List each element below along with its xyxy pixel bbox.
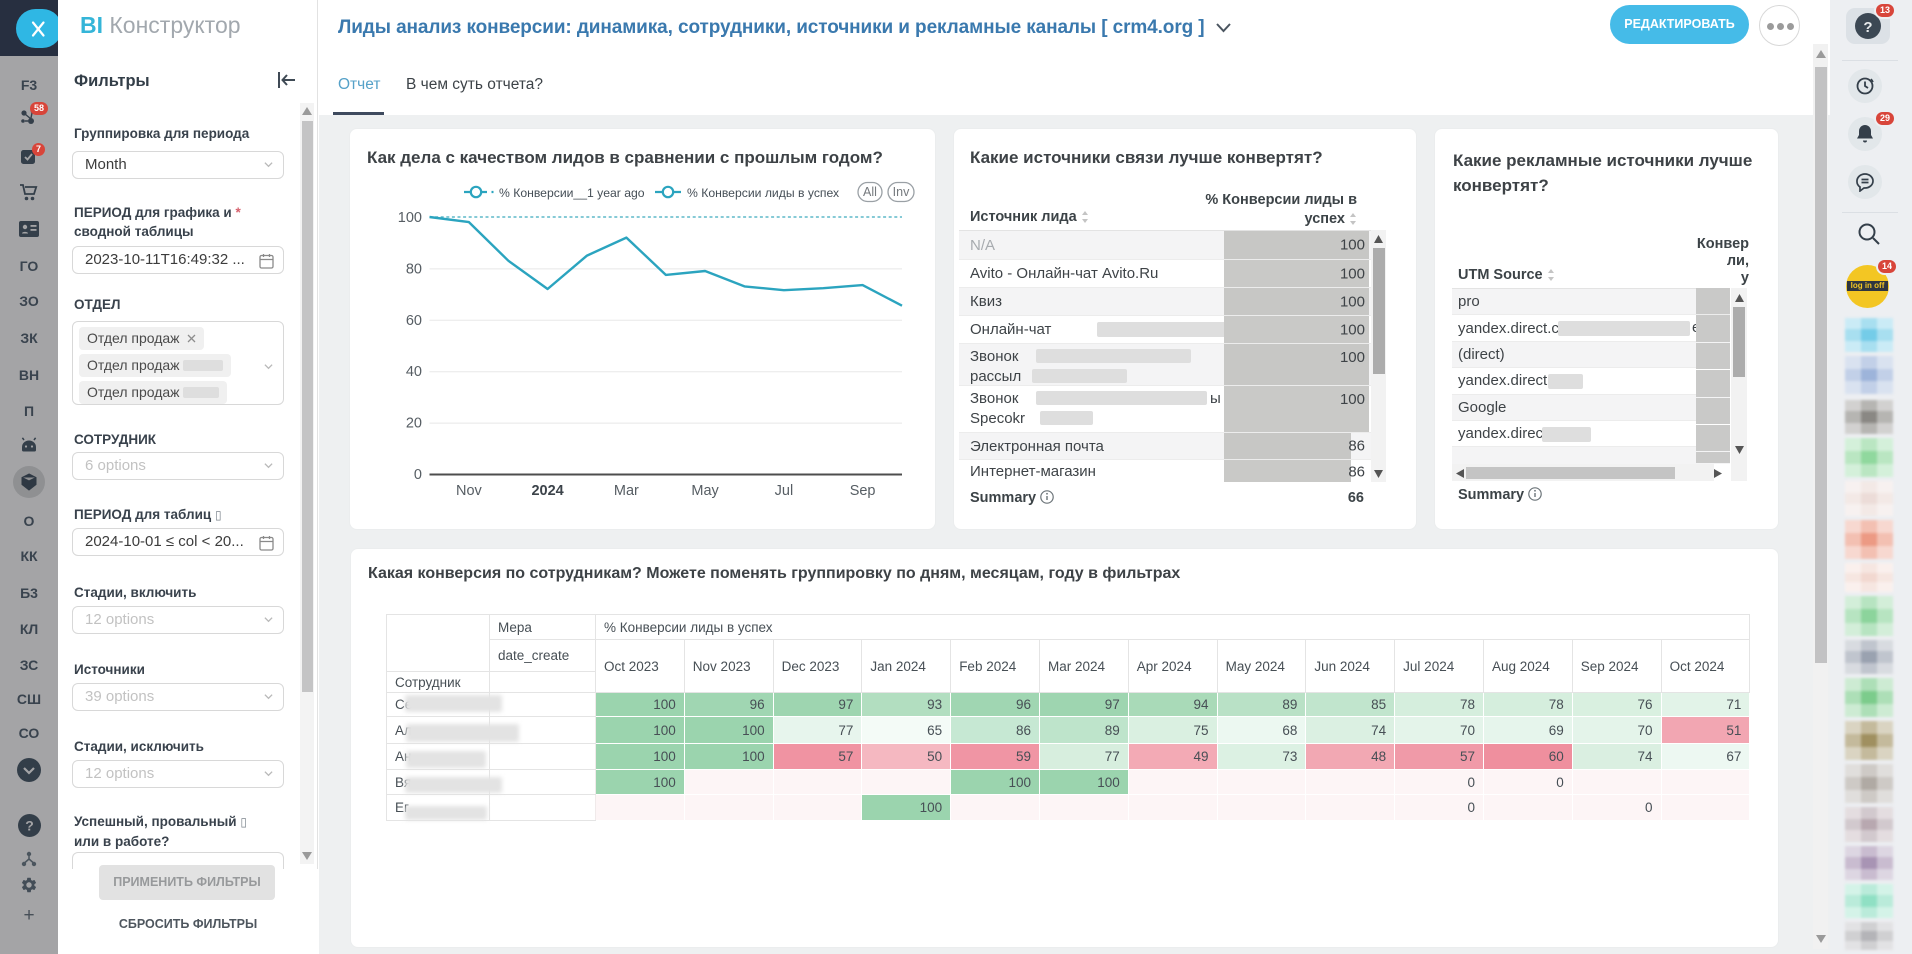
svg-text:40: 40	[406, 364, 422, 380]
svg-text:2024: 2024	[531, 483, 563, 499]
svg-text:% Конверсии__1 year ago: % Конверсии__1 year ago	[499, 186, 645, 200]
svg-text:May: May	[691, 483, 719, 499]
svg-text:Sep: Sep	[850, 483, 876, 499]
svg-text:Nov: Nov	[456, 483, 483, 499]
svg-text:Jul: Jul	[775, 483, 794, 499]
svg-text:Mar: Mar	[614, 483, 639, 499]
svg-text:Inv: Inv	[893, 185, 910, 199]
svg-text:80: 80	[406, 261, 422, 277]
svg-text:100: 100	[398, 210, 422, 226]
svg-text:?: ?	[25, 818, 34, 834]
svg-text:0: 0	[414, 467, 422, 483]
svg-text:60: 60	[406, 313, 422, 329]
svg-text:?: ?	[1863, 19, 1872, 36]
svg-text:20: 20	[406, 416, 422, 432]
svg-text:All: All	[863, 185, 877, 199]
svg-text:% Конверсии лиды в успех: % Конверсии лиды в успех	[687, 186, 839, 200]
